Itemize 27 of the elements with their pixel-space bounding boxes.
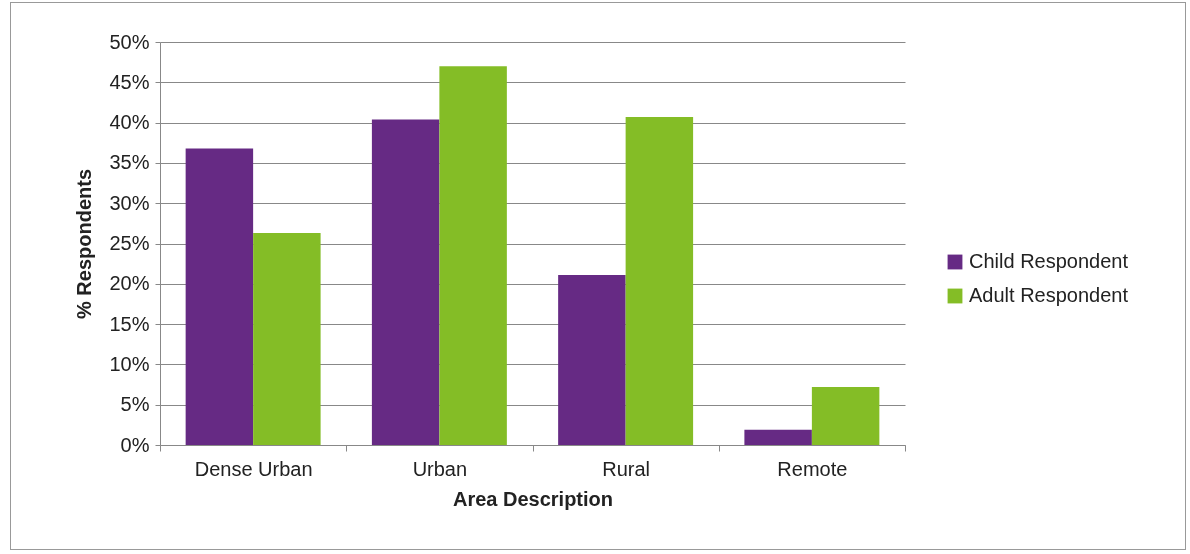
x-tick-label: Rural [602,457,651,480]
bar [185,148,254,445]
bar [439,66,507,445]
x-tick-label: Urban [412,457,468,480]
y-tick-label: 40% [109,111,150,134]
bar [625,116,694,445]
bar [371,119,440,445]
y-tick-label: 25% [109,232,150,254]
y-tick-label: 45% [109,70,150,93]
y-tick-label: 0% [120,433,150,456]
bar [558,274,626,445]
y-tick-label: 5% [120,393,150,416]
bar [811,386,880,445]
y-tick-label: 10% [109,352,150,375]
legend-label: Child Respondent [969,250,1129,272]
y-tick-label: 15% [109,312,150,335]
y-tick-label: 35% [109,151,150,174]
y-tick-label: 20% [109,272,150,295]
bar [744,429,812,445]
legend-label: Adult Respondent [969,284,1129,306]
y-tick-label: 50% [109,30,150,53]
x-tick-label: Dense Urban [194,457,313,480]
x-tick-label: Remote [777,457,848,480]
y-tick-label: 30% [109,191,150,214]
y-axis-title: % Respondents [73,168,96,320]
x-axis-title: Area Description [452,487,614,510]
bar [253,233,321,445]
